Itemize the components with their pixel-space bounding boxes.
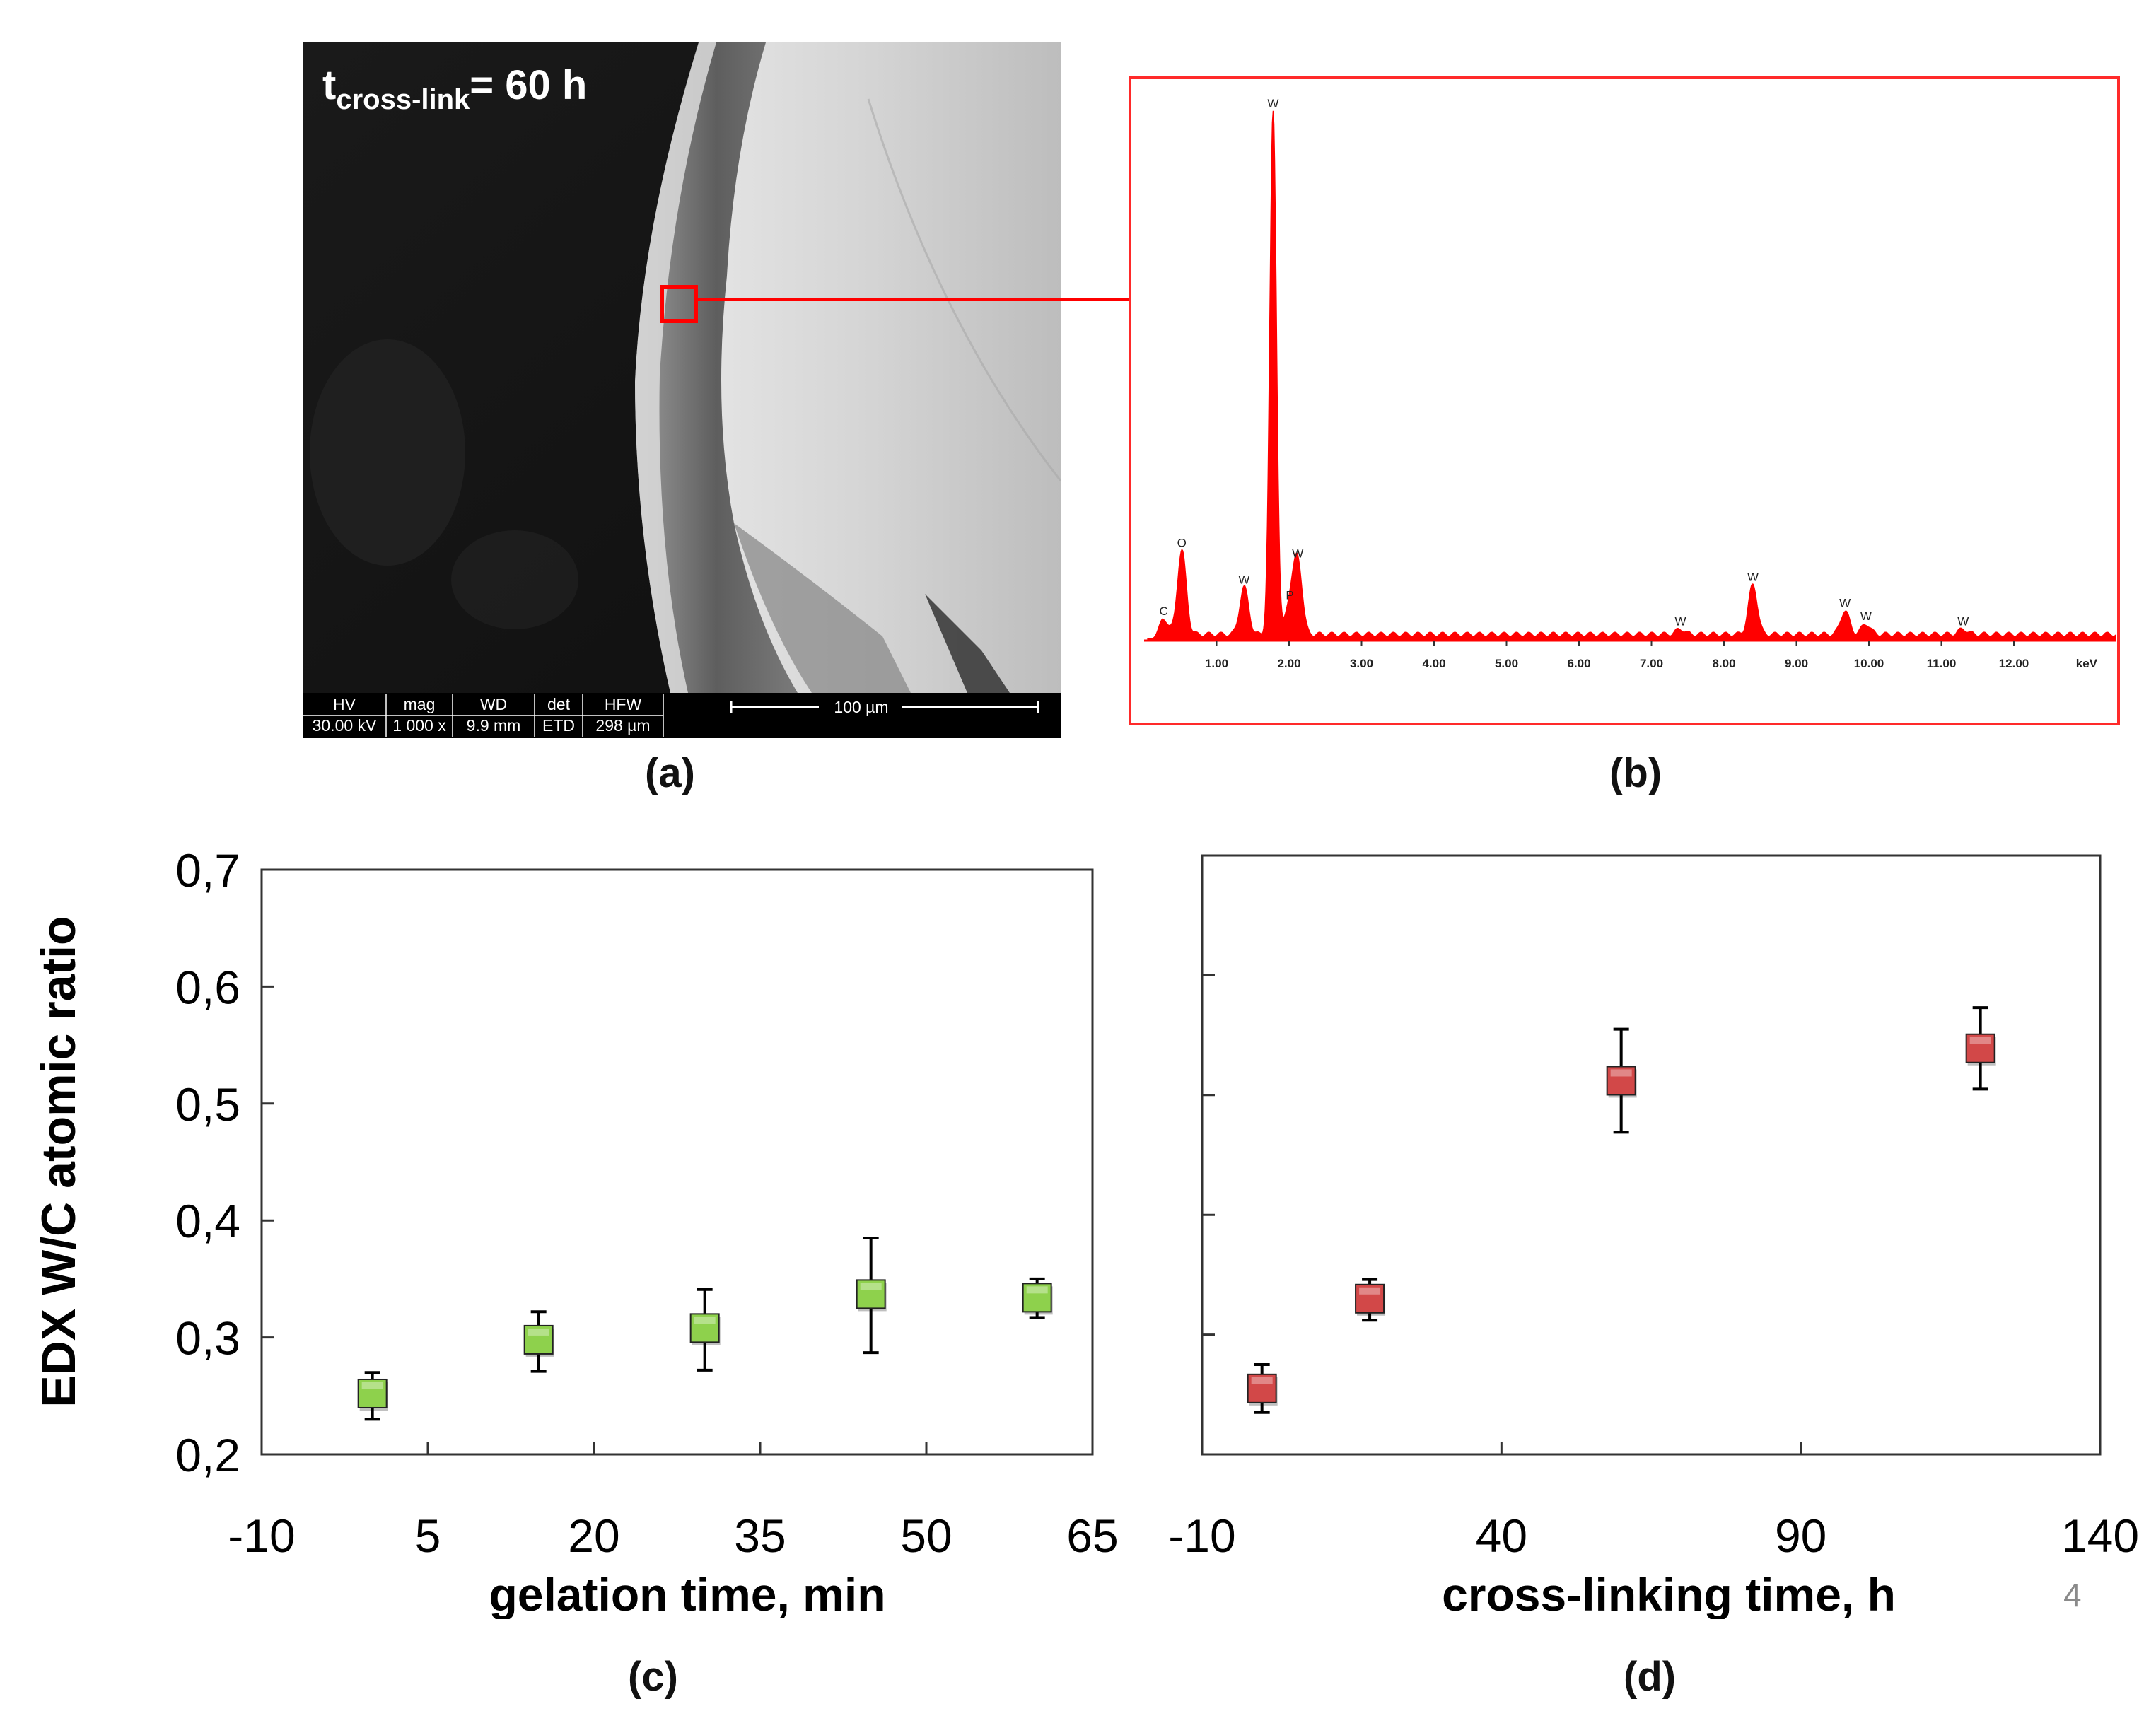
x-tick-label: 20: [568, 1510, 619, 1562]
edx-peak-label: W: [1957, 615, 1969, 629]
sem-fiber-core: [684, 42, 1061, 693]
edx-peak-label: W: [1267, 97, 1278, 110]
edx-peak-label: O: [1177, 537, 1187, 550]
sem-image: HV mag WD det HFW 30.00 kV 1 000 x 9.9 m…: [303, 42, 1061, 738]
y-tick-label: 0,5: [175, 1078, 240, 1131]
chart-gelation: 0,2 0,3 0,4 0,5 0,6 0,7 -10 5 20 35 50 65 EDX W/C …: [35, 844, 1119, 1619]
marker-highlight: [528, 1328, 549, 1336]
edx-x-tick-label: 1.00: [1205, 657, 1228, 670]
edx-x-tick-label: 3.00: [1350, 657, 1373, 670]
sem-hfw-value: 298 µm: [595, 716, 650, 735]
chart-cross-linking: -10 40 90 140 cross-linking time, h 4: [1168, 854, 2139, 1619]
marker-highlight: [1610, 1069, 1632, 1077]
sem-det-value: ETD: [542, 716, 575, 735]
edx-x-tick-label: 7.00: [1640, 657, 1663, 670]
corner-mark: 4: [2063, 1577, 2082, 1613]
sem-selection-box: [660, 285, 698, 323]
edx-peak-label: W: [1674, 615, 1686, 629]
panel-label-b: (b): [1609, 750, 1662, 796]
sem-wd-header: WD: [480, 695, 507, 713]
edx-peak-label: W: [1747, 571, 1759, 584]
marker-highlight: [860, 1283, 882, 1290]
edx-x-tick-label: 9.00: [1785, 657, 1808, 670]
sem-hv-value: 30.00 kV: [313, 716, 377, 735]
sem-mag-header: mag: [404, 695, 436, 713]
edx-peak-label: C: [1160, 605, 1168, 618]
chart-c-xlabel: gelation time, min: [489, 1568, 885, 1619]
chart-d-plot-area: [1201, 854, 2102, 1456]
sem-wd-value: 9.9 mm: [467, 716, 521, 735]
data-point: [357, 1378, 388, 1408]
y-tick-label: 0,4: [175, 1195, 240, 1247]
marker-highlight: [1969, 1037, 1991, 1044]
chart-c-plot-area: [260, 868, 1094, 1456]
edx-x-tick-label: 5.00: [1495, 657, 1518, 670]
data-point: [1355, 1283, 1385, 1314]
y-tick-label: 0,7: [175, 844, 240, 897]
x-tick-label: 90: [1775, 1510, 1826, 1562]
edx-x-tick-label: 8.00: [1712, 657, 1735, 670]
x-tick-label: 40: [1476, 1510, 1527, 1562]
edx-x-tick-label: 10.00: [1854, 657, 1884, 670]
edx-peak-label: W: [1292, 547, 1303, 560]
x-tick-label: 35: [734, 1510, 786, 1562]
data-point: [523, 1324, 554, 1355]
data-point: [1247, 1373, 1277, 1403]
panel-label-a: (a): [645, 750, 695, 796]
x-tick-label: 5: [415, 1510, 441, 1562]
sem-mag-value: 1 000 x: [392, 716, 446, 735]
sem-hfw-header: HFW: [605, 695, 642, 713]
y-tick-label: 0,3: [175, 1312, 240, 1365]
y-tick-label: 0,6: [175, 961, 240, 1013]
connector-line: [696, 298, 1129, 301]
edx-x-tick-label: 4.00: [1422, 657, 1445, 670]
data-point: [1606, 1066, 1636, 1096]
edx-peak-label: W: [1860, 609, 1872, 623]
x-tick-label: -10: [228, 1510, 295, 1562]
sem-hv-header: HV: [333, 695, 356, 713]
marker-highlight: [361, 1382, 383, 1389]
sem-det-header: det: [547, 695, 571, 713]
edx-peak-label: W: [1238, 573, 1249, 586]
panel-label-c: (c): [628, 1654, 678, 1700]
edx-x-tick-label: 6.00: [1567, 657, 1590, 670]
edx-x-tick-label: 2.00: [1277, 657, 1300, 670]
edx-spectrum-trace: [1147, 110, 2116, 641]
chart-c-ylabel: EDX W/C atomic ratio: [35, 916, 86, 1407]
data-point: [689, 1313, 720, 1343]
edx-unit-label: keV: [2076, 657, 2098, 670]
chart-d-xlabel: cross-linking time, h: [1442, 1568, 1896, 1619]
sem-scale-bar: 100 µm: [730, 694, 1039, 717]
y-tick-label: 0,2: [175, 1429, 240, 1481]
marker-highlight: [1359, 1287, 1381, 1295]
marker-highlight: [694, 1317, 716, 1324]
data-point: [1965, 1033, 1995, 1063]
sem-title: tcross-link= 60 h: [322, 62, 587, 115]
data-point: [1022, 1283, 1052, 1313]
edx-peak-label: W: [1839, 597, 1851, 610]
x-tick-label: -10: [1168, 1510, 1235, 1562]
edx-peak-label: P: [1286, 589, 1293, 602]
edx-x-tick-label: 11.00: [1927, 657, 1957, 670]
marker-highlight: [1251, 1377, 1273, 1384]
x-tick-label: 65: [1066, 1510, 1118, 1562]
marker-highlight: [1026, 1286, 1048, 1294]
edx-x-tick-label: 12.00: [1999, 657, 2029, 670]
data-point: [856, 1279, 886, 1309]
x-tick-label: 50: [900, 1510, 952, 1562]
x-tick-label: 140: [2061, 1510, 2139, 1562]
panel-label-d: (d): [1624, 1654, 1677, 1700]
sem-scale-label: 100 µm: [834, 698, 888, 716]
